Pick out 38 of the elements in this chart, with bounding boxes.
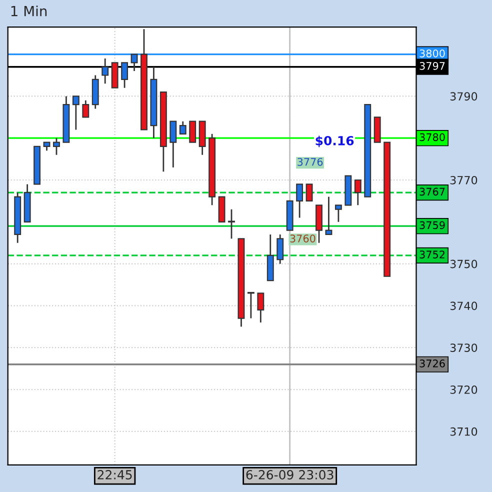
candlestick bbox=[179, 120, 186, 135]
x-tick-label: 6-26-09 23:03 bbox=[246, 470, 334, 480]
y-tick-label: 3710 bbox=[450, 427, 478, 436]
candlestick bbox=[296, 184, 304, 218]
y-tick-label: 3740 bbox=[450, 302, 478, 310]
annotation: 3760 bbox=[290, 234, 316, 242]
chart-title: 1 Min bbox=[11, 6, 47, 16]
candlestick bbox=[130, 54, 138, 72]
candlestick bbox=[102, 58, 109, 84]
candlestick bbox=[325, 196, 332, 236]
y-tick-label: 3790 bbox=[450, 92, 478, 101]
candlestick bbox=[354, 179, 362, 206]
ref-line-label: 3797 bbox=[420, 62, 445, 70]
y-tick-label: 3750 bbox=[450, 260, 478, 268]
candlestick bbox=[247, 292, 254, 319]
y-tick-label: 3770 bbox=[450, 176, 478, 184]
x-tick-label: 22:45 bbox=[98, 470, 132, 480]
candlestick bbox=[189, 120, 196, 143]
candlestick bbox=[228, 208, 235, 240]
y-tick-label: 3730 bbox=[450, 344, 478, 352]
ref-line-label: 3800 bbox=[420, 49, 445, 58]
annotation: 3776 bbox=[298, 158, 323, 166]
annotation: $0.16 bbox=[316, 136, 354, 148]
candlestick bbox=[276, 234, 284, 265]
y-tick-label: 3720 bbox=[450, 385, 478, 394]
candlestick bbox=[306, 184, 313, 202]
ref-line-label: 3759 bbox=[420, 221, 445, 230]
candlestick bbox=[53, 137, 60, 156]
candlestick bbox=[257, 292, 264, 324]
candlestick bbox=[121, 62, 128, 89]
ref-line-label: 3752 bbox=[420, 250, 444, 258]
ref-line-label: 3726 bbox=[420, 360, 445, 368]
candlestick bbox=[82, 100, 90, 118]
ref-line-label: 3780 bbox=[420, 133, 445, 142]
candlestick bbox=[334, 204, 342, 223]
candlestick bbox=[72, 96, 80, 130]
ref-line-label: 3767 bbox=[420, 188, 445, 196]
candlestick bbox=[170, 120, 177, 168]
